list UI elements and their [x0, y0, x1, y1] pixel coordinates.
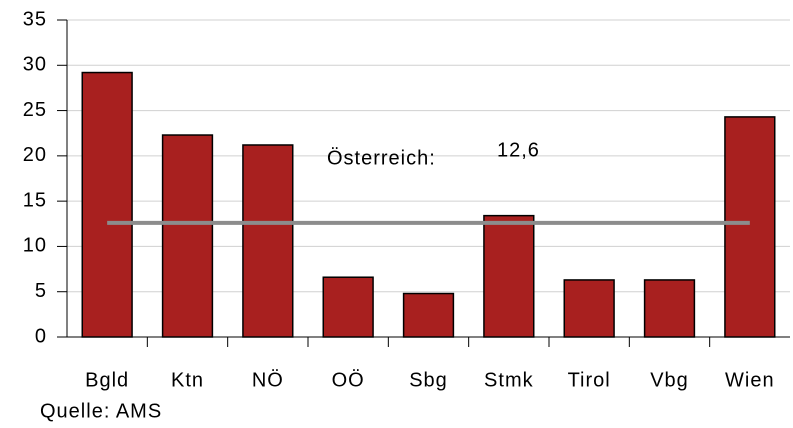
x-tick-label: NÖ — [252, 369, 284, 391]
y-tick-label: 10 — [23, 235, 47, 257]
bar — [242, 144, 294, 338]
bar — [563, 279, 615, 338]
x-tick-label: Wien — [725, 369, 775, 391]
y-tick-label: 35 — [23, 8, 47, 30]
x-tick-label: Tirol — [568, 369, 611, 391]
y-tick-label: 30 — [23, 54, 47, 76]
x-tick-label: OÖ — [332, 369, 365, 391]
bar — [81, 71, 133, 338]
x-tick-label: Ktn — [171, 369, 204, 391]
reference-name: Österreich: — [327, 147, 436, 169]
bar — [483, 214, 535, 338]
source: Quelle: AMS — [40, 400, 162, 422]
bar — [402, 292, 455, 338]
bar — [724, 116, 776, 338]
y-tick-label: 25 — [23, 99, 47, 121]
reference-label: 12,6 — [497, 139, 540, 161]
y-tick-label: 15 — [23, 189, 47, 211]
x-tick-label: Vbg — [650, 369, 689, 391]
bar — [161, 134, 214, 338]
bar — [322, 276, 374, 338]
y-tick-label: 5 — [35, 280, 47, 302]
x-tick-label: Sbg — [409, 369, 448, 391]
y-tick-label: 20 — [23, 144, 47, 166]
bar — [643, 279, 696, 338]
x-tick-label: Bgld — [85, 369, 129, 391]
y-tick-label: 0 — [35, 325, 47, 347]
x-tick-label: Stmk — [484, 369, 534, 391]
